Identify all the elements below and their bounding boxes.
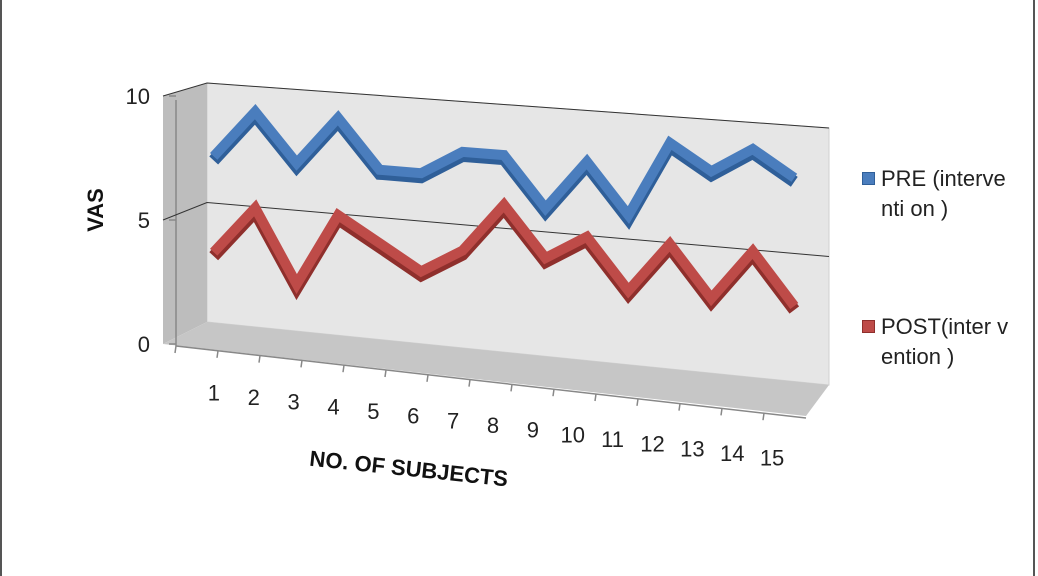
x-tick-label-3: 3 [288, 390, 300, 415]
x-tick-mark-9 [510, 384, 513, 392]
x-tick-label-14: 14 [720, 441, 744, 466]
x-tick-mark-15 [762, 413, 765, 421]
x-tick-mark-4 [300, 360, 303, 368]
x-tick-mark-14 [720, 408, 723, 416]
x-tick-mark-5 [342, 365, 345, 373]
x-tick-label-9: 9 [527, 418, 539, 443]
x-tick-label-15: 15 [760, 446, 784, 471]
gridline-10 [162, 82, 830, 129]
frame-left-border [0, 0, 2, 576]
x-tick-mark-13 [678, 403, 681, 411]
x-tick-label-5: 5 [367, 399, 379, 424]
frame-right-border [1033, 0, 1035, 576]
legend-label-post: POST(inter vention ) [881, 314, 1009, 369]
x-tick-mark-2 [216, 350, 219, 358]
x-tick-label-1: 1 [208, 380, 220, 405]
x-tick-label-13: 13 [680, 436, 704, 461]
gridline-5 [162, 201, 830, 257]
legend-label-pre: PRE (interventi on ) [881, 166, 1006, 221]
x-tick-label-10: 10 [560, 422, 584, 447]
x-tick-label-8: 8 [487, 413, 499, 438]
y-tick-label-5: 5 [138, 208, 150, 233]
legend-item-post: POST(inter vention ) [862, 312, 1011, 372]
x-tick-mark-8 [468, 379, 471, 387]
x-tick-label-7: 7 [447, 408, 459, 433]
y-axis-label: VAS [83, 188, 108, 232]
chart-floor [163, 322, 829, 416]
x-tick-mark-11 [594, 393, 597, 402]
x-tick-mark-10 [552, 389, 555, 397]
y-tick-label-10: 10 [126, 84, 150, 109]
y-tick-label-0: 0 [138, 332, 150, 357]
x-tick-label-11: 11 [601, 427, 624, 452]
x-tick-mark-1 [174, 345, 177, 354]
legend-swatch-pre [862, 172, 875, 185]
x-tick-label-6: 6 [407, 404, 419, 429]
x-axis-line [175, 345, 807, 419]
x-axis-label: NO. OF SUBJECTS [308, 446, 509, 492]
x-tick-mark-7 [426, 374, 429, 382]
x-tick-label-4: 4 [327, 394, 339, 419]
x-tick-label-2: 2 [248, 385, 260, 410]
x-tick-mark-12 [636, 398, 639, 406]
x-tick-mark-6 [384, 369, 387, 378]
x-tick-mark-3 [258, 355, 261, 363]
chart-side-wall [163, 83, 207, 344]
legend-swatch-post [862, 320, 875, 333]
legend-item-pre: PRE (interventi on ) [862, 164, 1011, 224]
x-tick-label-12: 12 [640, 432, 664, 457]
